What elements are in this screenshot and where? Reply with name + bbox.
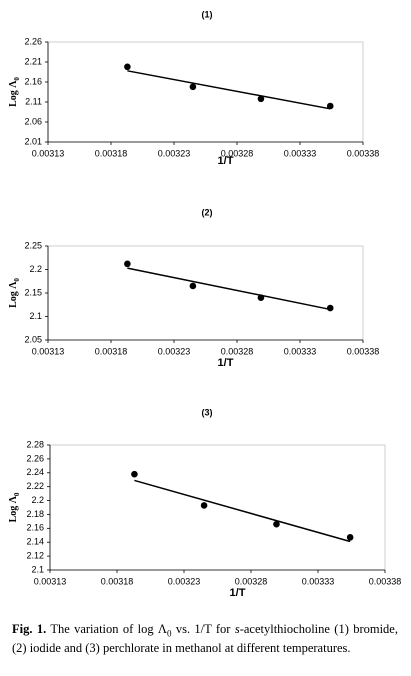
- caption-text: -acetylthiocholine (1) bromide, (2) iodi…: [12, 622, 398, 655]
- chart-title: (3): [202, 407, 213, 417]
- x-tick-label: 0.00338: [347, 346, 380, 356]
- plot-area: [49, 444, 386, 571]
- y-tick-label: 2.26: [26, 453, 44, 463]
- trend-line: [134, 479, 351, 543]
- data-point: [200, 502, 208, 509]
- y-tick-label: 2.14: [26, 537, 44, 547]
- x-tick-label: 0.00318: [95, 346, 128, 356]
- x-tick-label: 0.00328: [221, 148, 254, 158]
- data-point: [124, 260, 131, 268]
- y-tick-label: 2.22: [26, 481, 44, 491]
- data-point: [326, 304, 334, 312]
- chart-title: (1): [202, 9, 213, 19]
- y-tick-label: 2.12: [26, 550, 44, 560]
- y-tick-label: 2.28: [26, 439, 44, 449]
- caption-italic: s: [234, 622, 240, 636]
- y-tick-label: 2.2: [31, 495, 44, 505]
- x-tick-label: 0.00313: [34, 576, 67, 586]
- y-tick-label: 2.1: [31, 564, 44, 574]
- x-tick-label: 0.00313: [32, 346, 65, 356]
- data-point: [189, 83, 197, 91]
- x-axis-label: 1/T: [230, 587, 246, 599]
- caption-text: The variation of log Λ: [46, 622, 167, 636]
- x-tick-label: 0.00333: [284, 346, 317, 356]
- y-tick-label: 2.24: [26, 467, 44, 477]
- data-point: [189, 282, 197, 290]
- x-tick-label: 0.00338: [369, 576, 402, 586]
- y-tick-label: 2.18: [26, 509, 44, 519]
- x-tick-label: 0.00313: [32, 148, 65, 158]
- y-tick-label: 2.16: [24, 76, 42, 86]
- y-axis-label: Log Λ0: [8, 278, 20, 308]
- trend-line: [127, 70, 331, 110]
- x-tick-label: 0.00323: [158, 346, 191, 356]
- y-axis-label-sub: 0: [13, 492, 21, 496]
- y-axis-label-sub: 0: [13, 278, 21, 282]
- data-point: [124, 63, 131, 71]
- x-tick-label: 0.00323: [168, 576, 201, 586]
- data-point: [131, 470, 138, 478]
- x-tick-label: 0.00338: [347, 148, 380, 158]
- caption-subscript: 0: [167, 628, 172, 639]
- y-tick-label: 2.15: [24, 287, 42, 297]
- x-axis-label: 1/T: [218, 357, 234, 369]
- y-tick-label: 2.26: [24, 36, 42, 46]
- y-tick-label: 2.25: [24, 240, 42, 250]
- chart-title: (2): [202, 207, 213, 217]
- y-axis-label-sub: 0: [13, 77, 21, 81]
- y-tick-label: 2.11: [25, 96, 42, 106]
- plot-area: [47, 245, 364, 341]
- y-axis-label-main: Log Λ: [8, 281, 19, 308]
- y-tick-label: 2.21: [24, 56, 42, 66]
- y-tick-label: 2.05: [24, 334, 42, 344]
- x-tick-label: 0.00318: [101, 576, 134, 586]
- y-axis-label: Log Λ0: [8, 492, 20, 522]
- figure: (1) 2.01 2.06 2.11 2.16 2.21 2.26 0.00313 0.0031…: [8, 9, 402, 599]
- y-axis-label-main: Log Λ: [8, 80, 19, 107]
- y-axis-label: Log Λ0: [8, 77, 20, 107]
- data-point: [273, 520, 280, 528]
- y-tick-label: 2.1: [29, 311, 42, 321]
- y-tick-label: 2.01: [24, 136, 42, 146]
- x-tick-label: 0.00333: [302, 576, 335, 586]
- data-point: [326, 102, 334, 110]
- x-tick-label: 0.00328: [235, 576, 268, 586]
- y-tick-label: 2.16: [26, 523, 44, 533]
- y-axis-label-main: Log Λ: [8, 495, 19, 522]
- y-tick-label: 2.06: [24, 116, 42, 126]
- x-tick-label: 0.00333: [284, 148, 317, 158]
- x-tick-label: 0.00328: [221, 346, 254, 356]
- data-point: [257, 95, 265, 103]
- data-point: [346, 534, 354, 541]
- x-tick-label: 0.00323: [158, 148, 191, 158]
- caption-text: vs. 1/T for: [171, 622, 235, 636]
- x-axis-label: 1/T: [218, 155, 234, 167]
- y-tick-label: 2.2: [29, 264, 42, 274]
- trend-line: [127, 267, 331, 311]
- x-tick-label: 0.00318: [95, 148, 128, 158]
- data-point: [257, 294, 265, 302]
- caption: Fig. 1. The variation of log Λ0 vs. 1/T …: [12, 622, 398, 655]
- caption-label: Fig. 1.: [12, 622, 47, 636]
- plot-area: [47, 41, 364, 143]
